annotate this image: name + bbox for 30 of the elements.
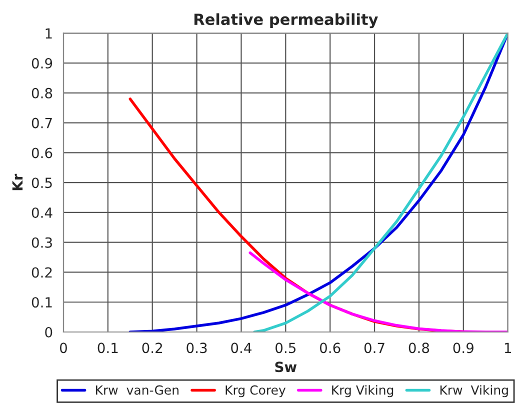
y-tick-label: 0.5 — [32, 178, 52, 188]
legend-label: Krw Viking — [440, 385, 508, 398]
x-tick-label: 0.3 — [186, 342, 207, 354]
y-tick-label: 0.6 — [32, 148, 52, 158]
y-tick-label: 0.3 — [32, 237, 52, 248]
y-tick-label: 0.1 — [32, 297, 52, 308]
x-tick-label: 0.4 — [231, 342, 252, 354]
x-tick-label: 0.5 — [276, 342, 296, 354]
y-tick-label: 0.8 — [32, 88, 52, 98]
legend-label: Krg Corey — [226, 385, 286, 398]
x-tick-label: 0.6 — [320, 342, 340, 354]
y-tick-label: 0 — [45, 326, 52, 338]
y-axis-title: Kr — [12, 174, 23, 190]
y-tick-label: 0.2 — [32, 267, 52, 278]
x-tick-label: 0.1 — [98, 342, 118, 354]
x-tick-label: 0.2 — [142, 342, 162, 354]
legend-label: Krg Viking — [332, 385, 394, 398]
y-tick-label: 0.4 — [32, 207, 52, 218]
legend-label: Krw van-Gen — [96, 385, 178, 395]
y-tick-label: 0.7 — [32, 118, 52, 128]
line-series — [248, 251, 508, 332]
x-tick-label: 0.8 — [408, 342, 430, 354]
y-tick-label: 1 — [46, 28, 52, 38]
y-tick-label: 0.9 — [32, 58, 52, 69]
x-tick-label: 0 — [60, 342, 67, 354]
x-tick-label: 0.9 — [453, 342, 474, 354]
x-tick-label: 1 — [504, 342, 511, 353]
x-tick-label: 0.7 — [364, 342, 384, 354]
x-axis-title: Sw — [275, 362, 297, 372]
chart-title: Relative permeability — [194, 13, 378, 28]
